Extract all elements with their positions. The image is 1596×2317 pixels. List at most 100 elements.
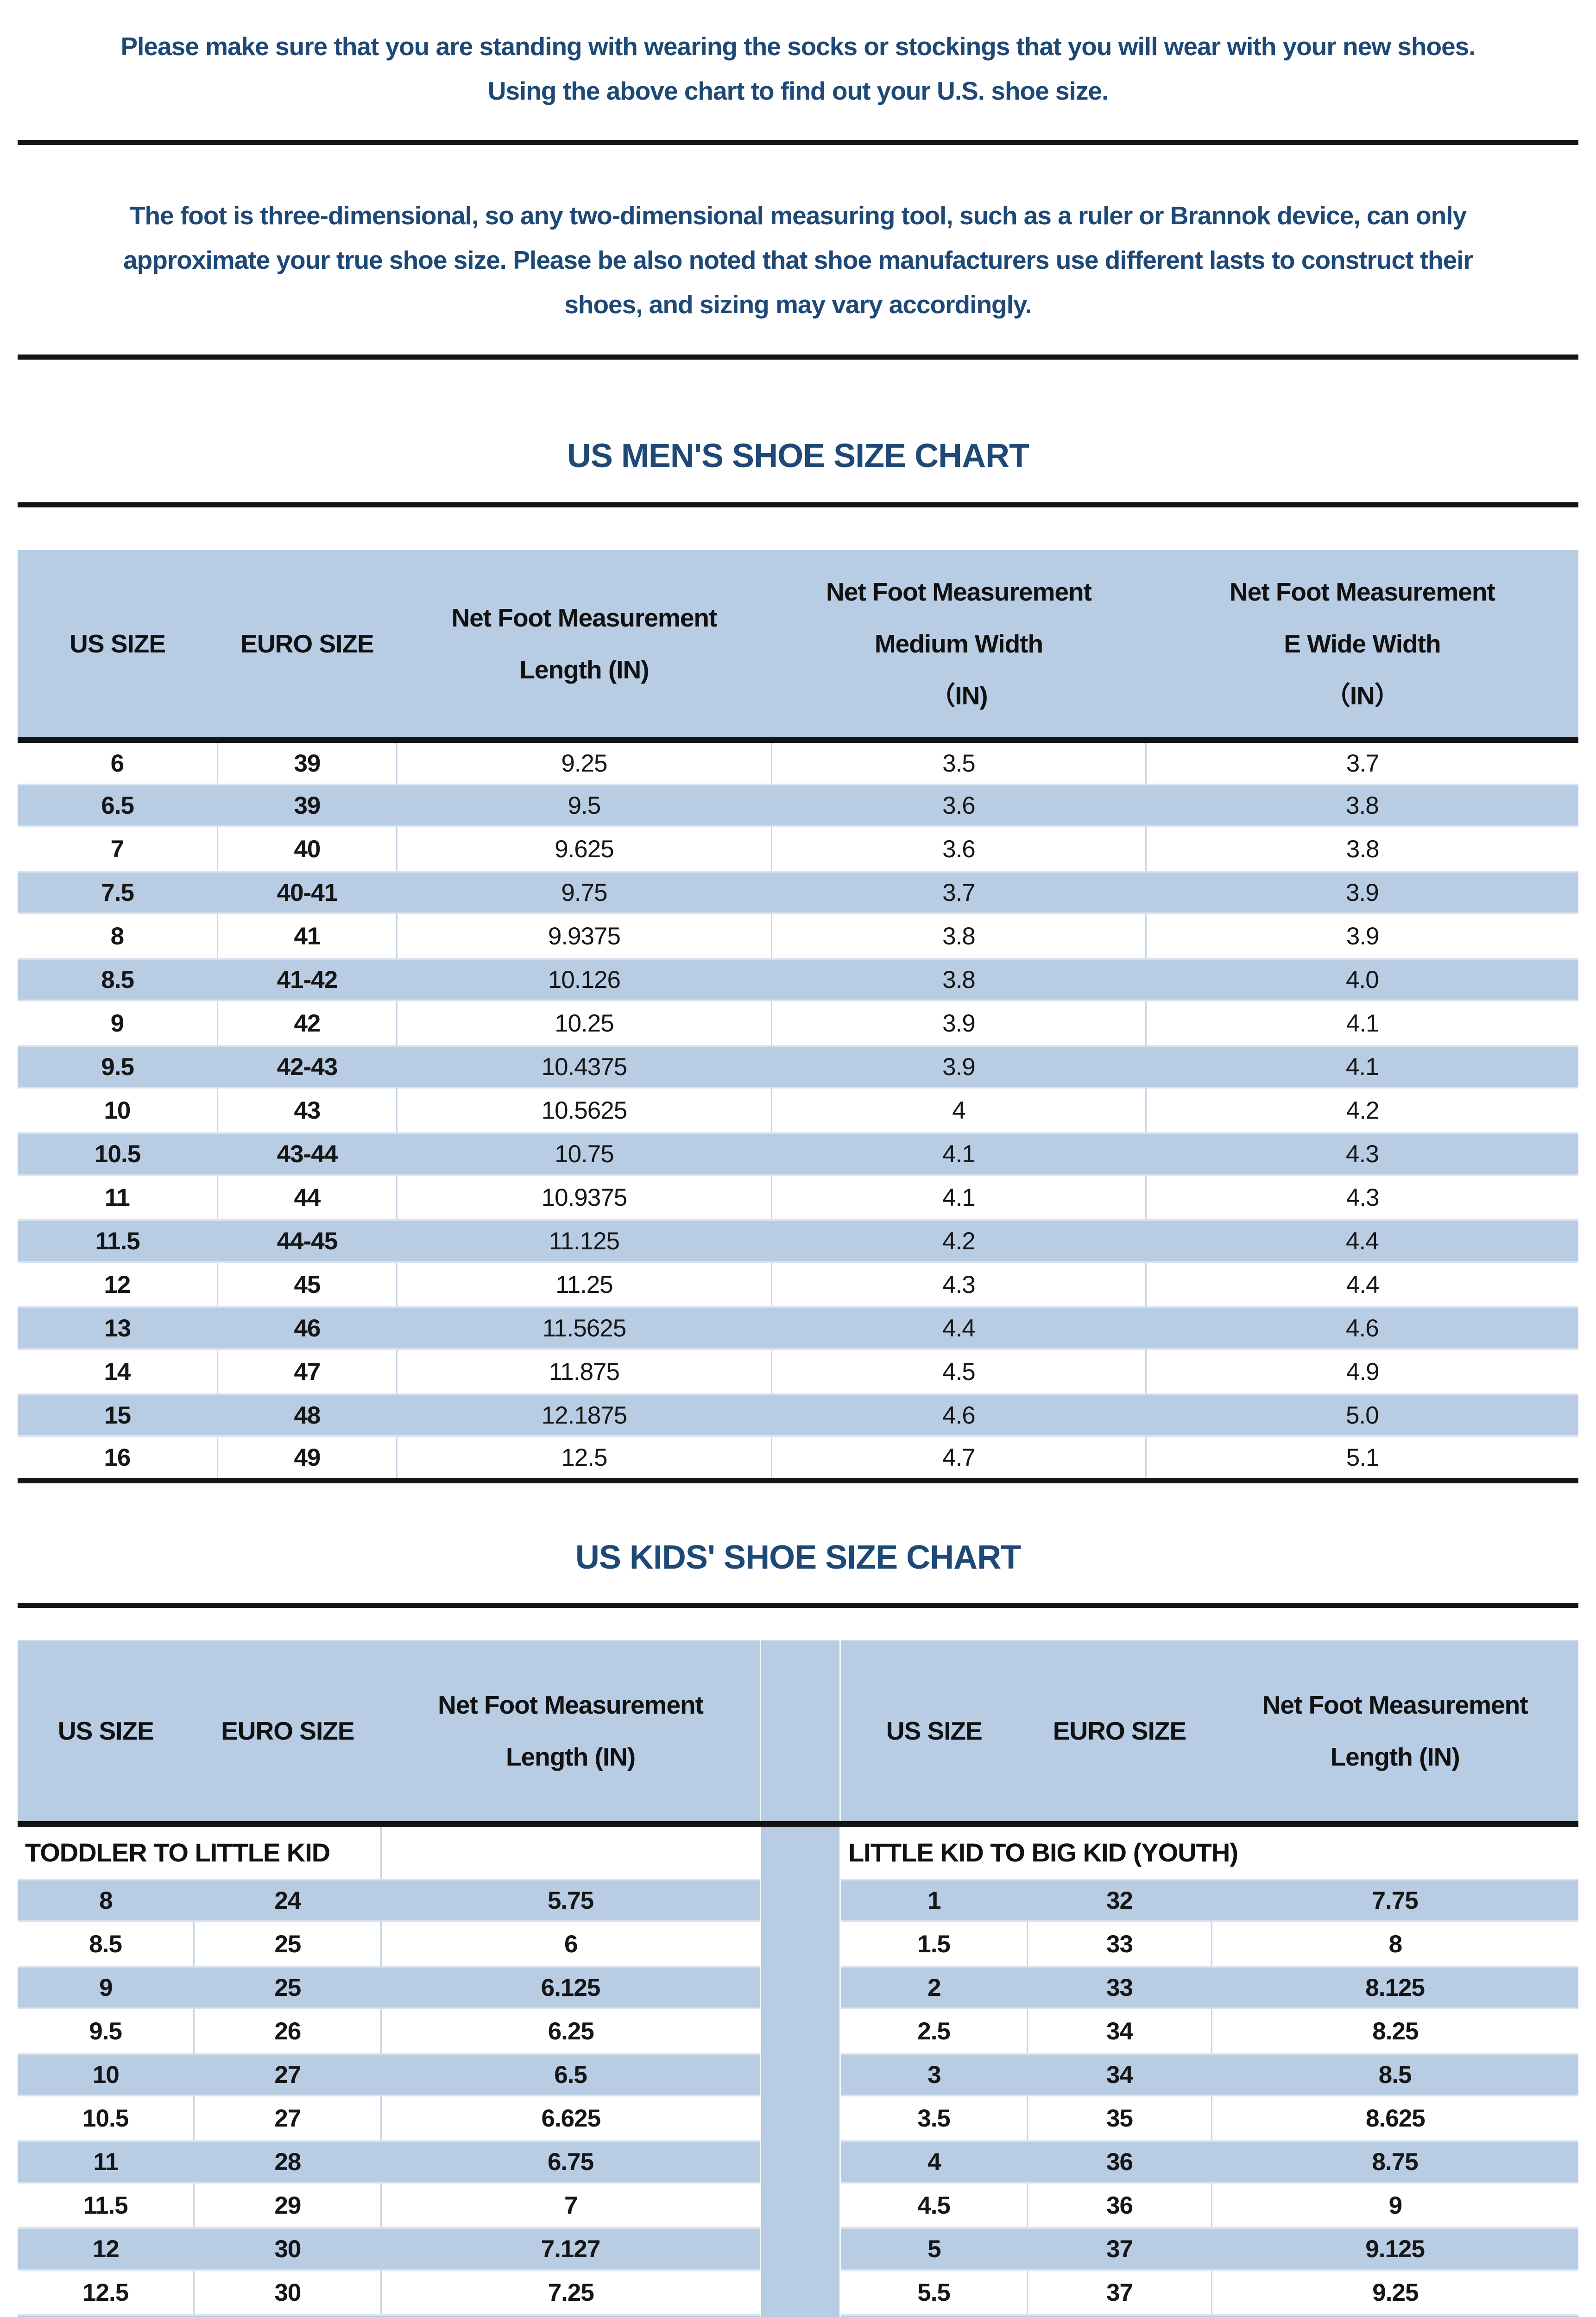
col-header-us-size: US SIZE — [840, 1640, 1028, 1827]
mens-cell: 42-43 — [217, 1045, 397, 1089]
mens-cell: 10.5 — [18, 1132, 218, 1176]
kids-cell: 30 — [194, 2227, 381, 2271]
mens-cell: 5.1 — [1145, 1437, 1578, 1481]
divider-rule — [18, 140, 1578, 145]
kids-cell: 8.5 — [18, 1922, 194, 1966]
mens-chart-title: US MEN'S SHOE SIZE CHART — [567, 437, 1029, 475]
mens-cell: 9.75 — [397, 871, 772, 914]
mens-cell: 44-45 — [217, 1219, 397, 1263]
mens-cell: 43 — [216, 1089, 397, 1132]
mens-cell: 10 — [18, 1089, 218, 1132]
mens-cell: 10.9375 — [396, 1176, 772, 1219]
mens-cell: 4.3 — [1146, 1132, 1578, 1176]
mens-cell: 8.5 — [18, 958, 218, 1001]
mens-cell: 3.9 — [1146, 871, 1578, 914]
mens-cell: 3.8 — [771, 958, 1146, 1001]
col-header-us-size: US SIZE — [18, 1640, 194, 1827]
table-gutter — [760, 1879, 841, 1922]
kids-cell: 9 — [18, 1966, 194, 2009]
kids-cell: 31 — [194, 2314, 381, 2317]
col-header-length: Net Foot Measurement Length (IN) — [1211, 1640, 1578, 1827]
col-header-us-size: US SIZE — [18, 550, 218, 743]
mens-table-header: US SIZE EURO SIZE Net Foot Measurement L… — [18, 550, 1578, 743]
divider-rule — [18, 355, 1578, 360]
col-header-length: Net Foot Measurement Length (IN) — [381, 1640, 761, 1827]
kids-cell: 4 — [840, 2140, 1028, 2184]
kids-cell: 9.125 — [1211, 2227, 1578, 2271]
mens-cell: 3.5 — [770, 740, 1146, 784]
mens-cell: 47 — [216, 1350, 397, 1393]
mens-row: 10.5 43-44 10.75 4.1 4.3 — [18, 1132, 1578, 1176]
kids-table-body: 8 24 5.75 1 32 7.75 8.5 25 6 1.5 33 8 9 25 6.125 2 33 8.1… — [18, 1879, 1578, 2317]
mens-row: 8.5 41-42 10.126 3.8 4.0 — [18, 958, 1578, 1001]
mens-cell: 3.9 — [770, 1001, 1146, 1045]
kids-row: 12 30 7.127 5 37 9.125 — [18, 2227, 1578, 2271]
kids-cell: 6 — [840, 2314, 1028, 2317]
mens-cell: 41 — [216, 914, 397, 958]
mens-cell: 3.6 — [771, 784, 1146, 827]
mens-cell: 10.25 — [396, 1001, 772, 1045]
col-header-medium-width: Net Foot Measurement Medium Width （IN) — [771, 550, 1146, 743]
table-gutter — [760, 2271, 841, 2314]
disclaimer-line: shoes, and sizing may vary accordingly. — [564, 290, 1032, 319]
table-gutter — [760, 1922, 841, 1966]
mens-cell: 4.7 — [770, 1437, 1146, 1481]
mens-cell: 49 — [216, 1437, 397, 1481]
kids-cell: 12 — [18, 2227, 194, 2271]
kids-row: 8 24 5.75 1 32 7.75 — [18, 1879, 1578, 1922]
mens-cell: 9 — [18, 1001, 218, 1045]
mens-table-body: 6 39 9.25 3.5 3.7 6.5 39 9.5 3.6 3.8 7 40 9.625 3.6 3.… — [18, 740, 1578, 1481]
kids-row: 8.5 25 6 1.5 33 8 — [18, 1922, 1578, 1966]
mens-cell: 42 — [216, 1001, 397, 1045]
mens-cell: 3.9 — [771, 1045, 1146, 1089]
mens-cell: 6 — [18, 740, 218, 784]
mens-cell: 4.1 — [1145, 1001, 1578, 1045]
kids-row: 13317.5 6389.5 — [18, 2314, 1578, 2317]
kids-cell: 11 — [18, 2140, 194, 2184]
table-gutter — [760, 1966, 841, 2009]
kids-cell: 11.5 — [18, 2184, 194, 2227]
kids-cell: 1.5 — [840, 1922, 1028, 1966]
col-header-euro-size: EURO SIZE — [1027, 1640, 1212, 1827]
disclaimer-line: approximate your true shoe size. Please … — [123, 246, 1473, 274]
kids-cell: 8.5 — [1211, 2053, 1578, 2096]
kids-cell: 36 — [1027, 2184, 1212, 2227]
kids-cell: 3 — [840, 2053, 1028, 2096]
mens-cell: 43-44 — [217, 1132, 397, 1176]
table-gutter — [760, 2096, 841, 2140]
kids-cell: 33 — [1027, 1966, 1212, 2009]
mens-cell: 9.625 — [396, 827, 772, 871]
kids-cell: 30 — [193, 2271, 381, 2314]
kids-size-table: US SIZE EURO SIZE Net Foot Measurement L… — [18, 1640, 1578, 2317]
kids-row: 10.5 27 6.625 3.5 35 8.625 — [18, 2096, 1578, 2140]
kids-cell: 1 — [840, 1879, 1028, 1922]
disclaimer-line: The foot is three-dimensional, so any tw… — [129, 201, 1467, 230]
mens-row: 14 47 11.875 4.5 4.9 — [18, 1350, 1578, 1393]
mens-row: 9 42 10.25 3.9 4.1 — [18, 1001, 1578, 1045]
section-label-toddler: TODDLER TO LITTLE KID — [18, 1824, 381, 1879]
kids-cell: 8 — [1211, 1922, 1578, 1966]
mens-cell: 48 — [217, 1393, 397, 1437]
mens-row: 9.5 42-43 10.4375 3.9 4.1 — [18, 1045, 1578, 1089]
col-header-euro-size: EURO SIZE — [217, 550, 397, 743]
mens-row: 7.5 40-41 9.75 3.7 3.9 — [18, 871, 1578, 914]
section-label-youth: LITTLE KID TO BIG KID (YOUTH) — [840, 1824, 1578, 1879]
mens-cell: 7 — [18, 827, 218, 871]
mens-cell: 4.6 — [771, 1393, 1146, 1437]
kids-cell: 7 — [380, 2184, 761, 2227]
mens-cell: 4.3 — [770, 1263, 1146, 1306]
kids-cell: 2 — [840, 1966, 1028, 2009]
mens-cell: 6.5 — [18, 784, 218, 827]
kids-cell: 4.5 — [840, 2184, 1028, 2227]
kids-row: 11.5 29 7 4.5 36 9 — [18, 2184, 1578, 2227]
mens-cell: 9.5 — [18, 1045, 218, 1089]
mens-cell: 4 — [770, 1089, 1146, 1132]
kids-cell: 8.75 — [1211, 2140, 1578, 2184]
kids-row: 9 25 6.125 2 33 8.125 — [18, 1966, 1578, 2009]
mens-cell: 3.7 — [1145, 740, 1578, 784]
mens-cell: 4.6 — [1146, 1306, 1578, 1350]
mens-row: 11.5 44-45 11.125 4.2 4.4 — [18, 1219, 1578, 1263]
mens-cell: 10.5625 — [396, 1089, 772, 1132]
mens-cell: 4.5 — [770, 1350, 1146, 1393]
mens-cell: 39 — [217, 784, 397, 827]
